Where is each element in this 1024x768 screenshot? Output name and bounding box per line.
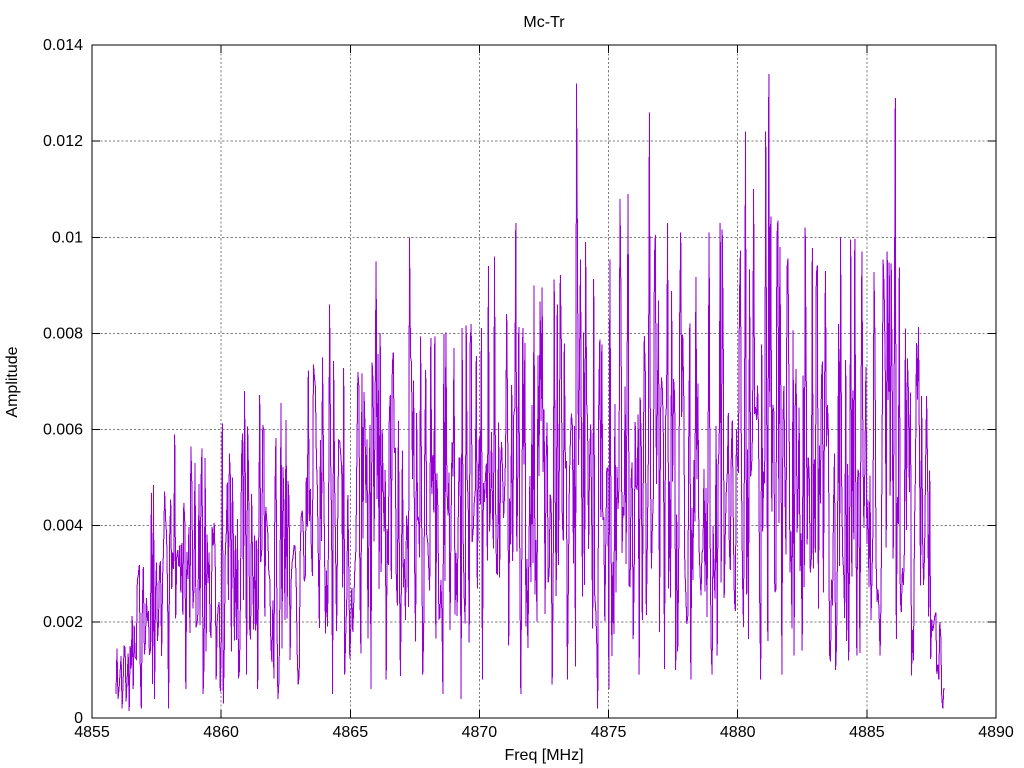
svg-text:4875: 4875 [591, 724, 627, 741]
svg-text:4885: 4885 [849, 724, 885, 741]
svg-text:0: 0 [74, 710, 83, 727]
svg-text:4855: 4855 [74, 724, 110, 741]
svg-text:4865: 4865 [333, 724, 369, 741]
svg-text:0.008: 0.008 [43, 325, 83, 342]
svg-text:4870: 4870 [462, 724, 498, 741]
svg-text:0.004: 0.004 [43, 518, 83, 535]
svg-text:4890: 4890 [978, 724, 1014, 741]
svg-text:Amplitude: Amplitude [4, 346, 21, 417]
svg-text:Mc-Tr: Mc-Tr [523, 14, 565, 31]
svg-text:0.01: 0.01 [52, 229, 83, 246]
svg-text:0.012: 0.012 [43, 133, 83, 150]
svg-text:4860: 4860 [203, 724, 239, 741]
svg-text:0.002: 0.002 [43, 614, 83, 631]
svg-text:Freq [MHz]: Freq [MHz] [504, 747, 583, 764]
svg-text:4880: 4880 [720, 724, 756, 741]
svg-text:0.014: 0.014 [43, 37, 83, 54]
svg-text:0.006: 0.006 [43, 422, 83, 439]
